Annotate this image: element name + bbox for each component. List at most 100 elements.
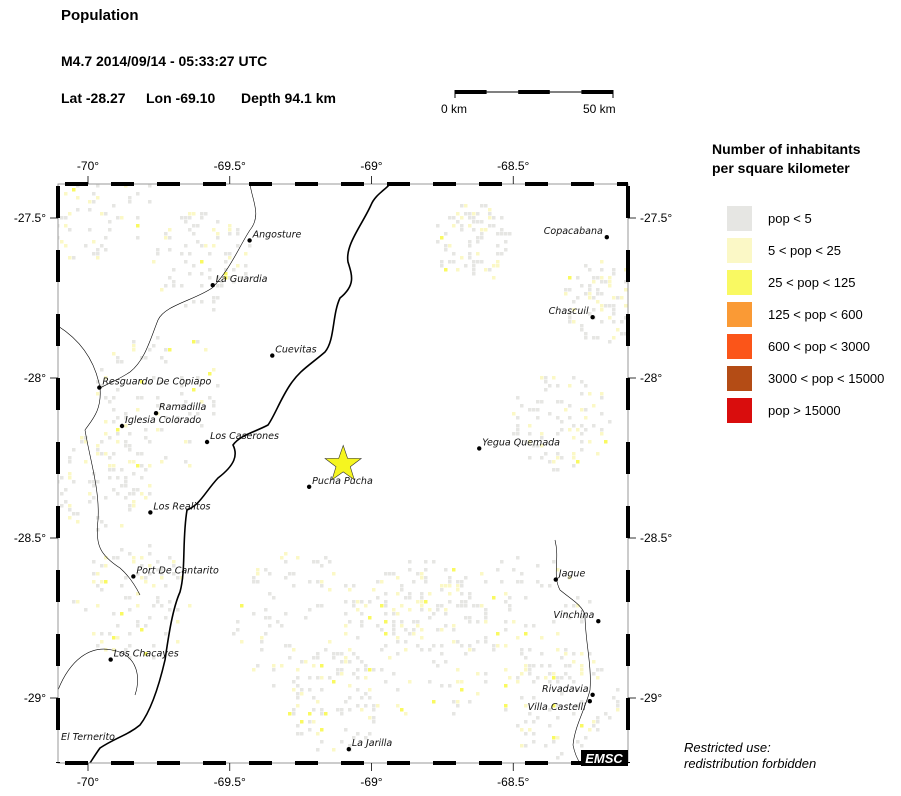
population-cell <box>148 380 152 384</box>
regional-border <box>84 387 141 596</box>
population-cell <box>444 584 448 588</box>
population-cell <box>464 604 468 608</box>
population-cell <box>348 620 352 624</box>
population-cell <box>420 572 424 576</box>
population-cell <box>580 672 584 676</box>
population-cell <box>460 600 464 604</box>
population-cell <box>516 396 520 400</box>
population-cell <box>148 616 152 620</box>
population-cell <box>460 644 464 648</box>
usage-note-line2: redistribution forbidden <box>684 756 817 771</box>
lon-tick-label: -69° <box>360 159 382 173</box>
population-cell <box>348 588 352 592</box>
population-cell <box>112 468 116 472</box>
population-cell <box>200 260 204 264</box>
population-cell <box>540 436 544 440</box>
population-cell <box>600 268 604 272</box>
city-dot-icon <box>97 385 102 390</box>
population-cell <box>196 340 200 344</box>
population-cell <box>60 180 64 184</box>
population-cell <box>536 408 540 412</box>
population-cell <box>548 708 552 712</box>
population-cell <box>340 708 344 712</box>
population-cell <box>84 244 88 248</box>
population-cell <box>104 564 108 568</box>
population-cell <box>428 592 432 596</box>
population-cell <box>312 720 316 724</box>
population-cell <box>116 432 120 436</box>
population-cell <box>112 420 116 424</box>
regional-border <box>554 539 591 763</box>
population-cell <box>468 644 472 648</box>
population-cell <box>532 696 536 700</box>
population-cell <box>540 400 544 404</box>
population-cell <box>128 508 132 512</box>
population-cell <box>612 304 616 308</box>
population-cell <box>272 668 276 672</box>
population-cell <box>504 708 508 712</box>
population-cell <box>64 500 68 504</box>
population-cell <box>544 376 548 380</box>
population-cell <box>556 468 560 472</box>
population-cell <box>556 680 560 684</box>
population-cell <box>484 672 488 676</box>
population-cell <box>68 460 72 464</box>
population-cell <box>408 596 412 600</box>
population-cell <box>144 652 148 656</box>
population-cell <box>72 512 76 516</box>
population-cell <box>58 480 60 484</box>
population-cell <box>528 648 532 652</box>
population-cell <box>452 224 456 228</box>
city-dot-icon <box>119 423 125 429</box>
population-cell <box>544 380 548 384</box>
population-cell <box>320 580 324 584</box>
population-cell <box>440 644 444 648</box>
population-cell <box>396 636 400 640</box>
population-cell <box>516 424 520 428</box>
page-title: Population <box>61 7 139 24</box>
population-cell <box>316 560 320 564</box>
population-cell <box>524 704 528 708</box>
population-cell <box>148 564 152 568</box>
population-cell <box>460 604 464 608</box>
population-cell <box>284 552 288 556</box>
population-cell <box>404 596 408 600</box>
population-cell <box>268 592 272 596</box>
population-cell <box>48 232 52 236</box>
population-cell <box>444 612 448 616</box>
population-cell <box>540 664 544 668</box>
population-cell <box>424 576 428 580</box>
population-cell <box>148 440 152 444</box>
population-cell <box>164 456 168 460</box>
population-cell <box>92 560 96 564</box>
population-cell <box>84 440 88 444</box>
population-cell <box>368 732 372 736</box>
population-cell <box>500 228 504 232</box>
usage-note-line1: Restricted use: <box>684 740 771 755</box>
population-cell <box>192 264 196 268</box>
population-cell <box>52 240 56 244</box>
population-cell <box>420 636 424 640</box>
lat-tick-label: -28.5° <box>14 531 46 545</box>
population-cell <box>580 620 584 624</box>
population-cell <box>408 680 412 684</box>
population-cell <box>480 232 484 236</box>
population-cell <box>592 336 596 340</box>
population-cell <box>184 440 188 444</box>
population-cell <box>352 652 356 656</box>
population-cell <box>476 640 480 644</box>
population-cell <box>528 456 532 460</box>
population-cell <box>356 704 360 708</box>
population-cell <box>624 332 628 336</box>
population-cell <box>220 284 224 288</box>
population-cell <box>360 600 364 604</box>
population-cell <box>116 416 120 420</box>
population-cell <box>224 272 228 276</box>
city-dot-icon <box>346 747 352 752</box>
population-cell <box>468 252 472 256</box>
population-cell <box>616 328 620 332</box>
population-cell <box>328 560 332 564</box>
population-cell <box>236 620 240 624</box>
population-cell <box>584 292 588 296</box>
population-cell <box>584 428 588 432</box>
